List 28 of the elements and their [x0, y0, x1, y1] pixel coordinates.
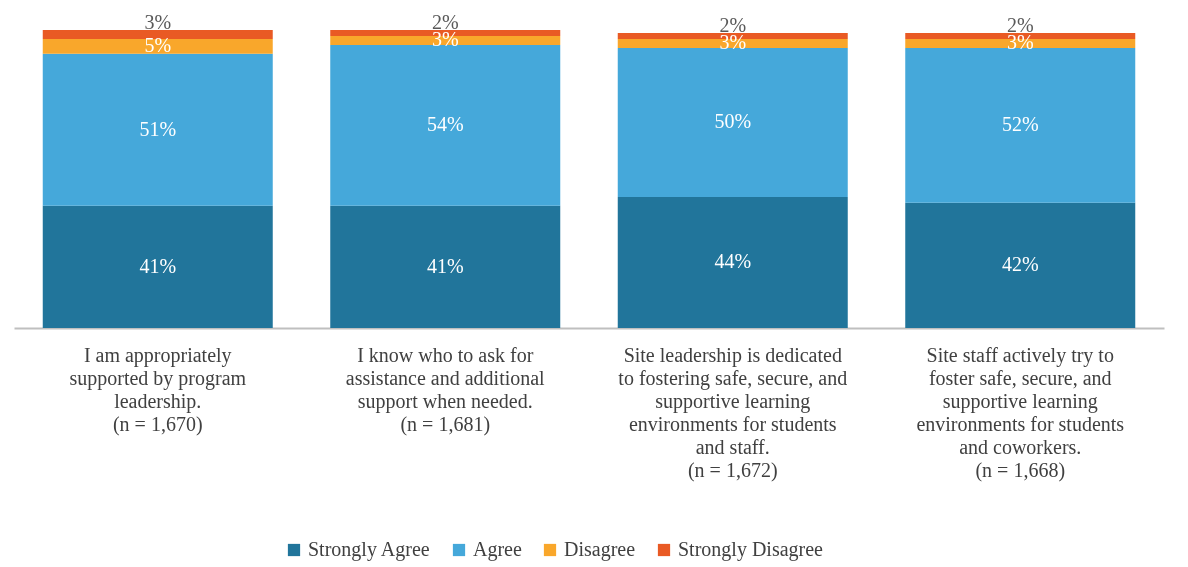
bar — [42, 53, 273, 206]
data-label: 44% — [714, 250, 752, 273]
legend-label: Strongly Agree — [308, 538, 430, 561]
bar — [42, 30, 273, 39]
bar — [905, 47, 1136, 203]
bar — [330, 205, 561, 328]
x-tick-label: I know who to ask for assistance and additional support when needed. (n = 1,681) — [345, 344, 546, 436]
data-label: 5% — [144, 34, 172, 57]
data-label: 51% — [139, 117, 177, 140]
data-label: 41% — [426, 254, 464, 277]
data-label: 42% — [1001, 253, 1039, 276]
bar — [617, 196, 848, 328]
legend-label: Disagree — [564, 538, 636, 561]
data-label: 52% — [1001, 113, 1039, 136]
bar — [42, 205, 273, 328]
x-tick-label: Site leadership is dedicated to fostering safe, secure, and supportive learning environments for students and staff. (n = 1,672) — [618, 344, 848, 482]
bar — [617, 47, 848, 197]
data-label: 50% — [714, 110, 752, 133]
bar — [330, 44, 561, 206]
data-label: 54% — [426, 113, 464, 136]
bar — [905, 202, 1136, 328]
x-tick-label: Site staff actively try to foster safe, secure, and supportive learning environments for students and coworkers. (n = 1,668) — [916, 344, 1125, 482]
bar — [42, 38, 273, 54]
x-tick-label: I am appropriately supported by program leadership. (n = 1,670) — [69, 344, 247, 436]
data-label: 41% — [139, 254, 177, 277]
legend-label: Strongly Disagree — [678, 538, 824, 561]
data-label: 3% — [144, 11, 172, 33]
legend-label: Agree — [473, 538, 522, 561]
